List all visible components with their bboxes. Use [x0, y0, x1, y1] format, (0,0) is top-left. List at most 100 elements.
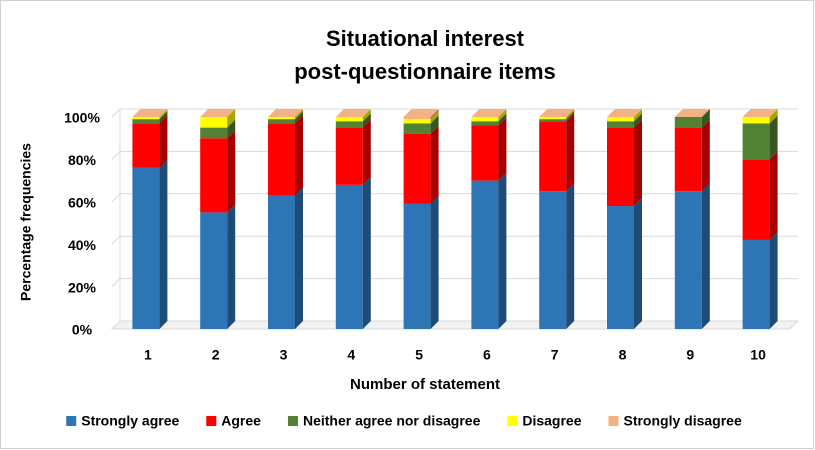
bar-segment-side	[362, 176, 371, 329]
bar-segment	[200, 138, 228, 213]
bar-segment	[607, 127, 634, 207]
bar-segment-side	[295, 115, 303, 196]
bar-segment-side	[498, 113, 507, 126]
grid-line-side	[111, 320, 121, 330]
bar-top	[674, 109, 710, 117]
bar-top	[200, 109, 236, 117]
bar-segment	[403, 117, 431, 120]
bar-segment	[607, 121, 634, 128]
legend-label: Neither agree nor disagree	[303, 413, 481, 429]
y-axis-label: Percentage frequencies	[18, 143, 34, 301]
y-tick-label: 0%	[72, 322, 93, 338]
bar-segment-side	[634, 119, 642, 207]
bar-top	[539, 109, 575, 117]
bar-segment	[268, 119, 295, 124]
bar-segment	[674, 191, 702, 329]
bar-segment-side	[634, 109, 642, 122]
legend-label: Strongly agree	[81, 413, 179, 429]
bar-segment	[471, 180, 499, 329]
y-tick-label: 80%	[68, 152, 97, 168]
bar-segment-side	[227, 130, 236, 213]
x-tick-label: 1	[144, 347, 152, 363]
bar-segment-side	[566, 111, 575, 122]
legend-swatch	[66, 416, 77, 426]
bar-segment	[132, 119, 160, 124]
bar-segment	[607, 206, 634, 329]
bar-segment-side	[701, 183, 710, 329]
y-tick-label: 100%	[64, 110, 100, 126]
bar-segment-side	[227, 119, 236, 139]
y-tick-label: 60%	[68, 195, 97, 211]
bar-segment-side	[295, 187, 303, 329]
bar-segment	[268, 117, 295, 120]
bar-segment-side	[362, 109, 371, 122]
bar-segment-side	[159, 111, 168, 124]
bar-segment-side	[430, 115, 439, 134]
bar-top	[471, 109, 507, 117]
bar-segment-side	[227, 204, 236, 329]
bar-segment-side	[227, 109, 236, 128]
grid-line-side	[111, 278, 121, 287]
bar-segment	[132, 167, 160, 329]
bar-segment-side	[295, 109, 303, 120]
bar-segment-side	[566, 183, 575, 329]
chart-title: Situational interest	[326, 26, 525, 51]
bar-segment	[268, 123, 295, 196]
bar-segment	[403, 203, 431, 329]
bar-segment	[403, 123, 431, 134]
bar-segment	[200, 127, 228, 139]
bar-segment-side	[634, 113, 642, 128]
grid-line-side	[111, 108, 121, 118]
bar-segment-side	[430, 109, 439, 120]
bar-segment-side	[701, 119, 710, 192]
bar-segment	[403, 133, 431, 204]
x-tick-label: 6	[483, 347, 491, 363]
bar-segment-side	[498, 172, 507, 329]
y-tick-label: 40%	[68, 237, 97, 253]
bar-segment	[335, 121, 363, 128]
legend-swatch	[507, 416, 518, 426]
bar-segment	[335, 184, 363, 329]
bar-top	[268, 109, 303, 117]
bar-segment	[471, 121, 499, 126]
grid-line-side	[111, 151, 121, 160]
bar-segment	[403, 119, 431, 124]
bar-top	[132, 109, 168, 117]
x-tick-label: 2	[212, 347, 220, 363]
bar-segment	[471, 117, 499, 122]
legend-swatch	[206, 416, 217, 426]
x-tick-label: 10	[750, 347, 766, 363]
bar-segment-side	[159, 159, 168, 329]
bar-segment	[471, 125, 499, 181]
x-axis-label: Number of statement	[350, 376, 500, 393]
bar-segment	[200, 212, 228, 329]
x-tick-label: 4	[347, 347, 355, 363]
bar-segment	[539, 117, 567, 120]
bar-segment-side	[498, 109, 507, 122]
bar-segment	[132, 123, 160, 168]
bar-segment	[200, 117, 228, 128]
bar-segment-side	[430, 125, 439, 204]
bar-segment	[742, 123, 770, 160]
legend-swatch	[608, 416, 619, 426]
bar-top	[335, 109, 371, 117]
bar-segment	[335, 127, 363, 185]
bar-segment-side	[362, 113, 371, 128]
bar-segment-side	[769, 151, 778, 240]
bar-segment	[539, 191, 567, 329]
bar-segment-side	[769, 109, 778, 124]
bar-segment	[539, 119, 567, 122]
legend-label: Agree	[221, 413, 261, 429]
chart-title: post-questionnaire items	[294, 59, 556, 84]
bar-segment-side	[159, 115, 168, 168]
bar-segment	[268, 195, 295, 329]
bar-segment	[539, 121, 567, 192]
bar-segment-side	[566, 109, 575, 120]
bar-segment-side	[769, 115, 778, 160]
y-tick-label: 20%	[68, 279, 97, 295]
bar-segment	[335, 117, 363, 122]
bar-segment-side	[295, 111, 303, 124]
bar-segment	[607, 117, 634, 122]
grid-line-side	[111, 235, 121, 245]
